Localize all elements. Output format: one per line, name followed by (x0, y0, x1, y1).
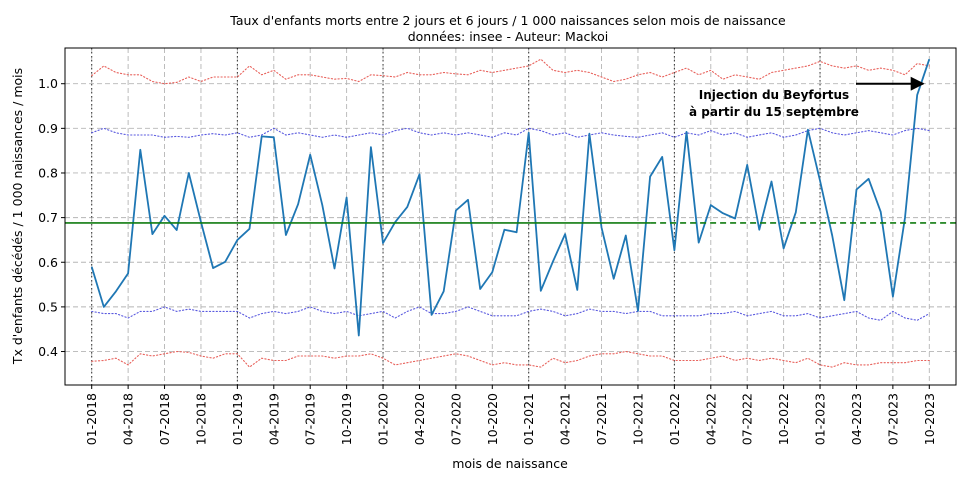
series-line (91, 350, 930, 368)
x-tick-label: 01-2019 (230, 393, 245, 445)
chart-title-line2: données: insee - Auteur: Mackoi (408, 29, 609, 44)
x-tick-label: 01-2023 (813, 393, 828, 445)
x-tick-label: 04-2018 (121, 393, 136, 445)
y-tick-label: 0.9 (38, 121, 58, 136)
x-tick-label: 01-2018 (84, 393, 99, 445)
x-tick-label: 10-2023 (922, 393, 937, 445)
x-tick-label: 07-2022 (740, 393, 755, 445)
series-group (90, 58, 931, 368)
x-tick-label: 04-2021 (558, 393, 573, 445)
chart-title-line1: Taux d'enfants morts entre 2 jours et 6 … (229, 13, 786, 28)
y-tick-label: 0.4 (38, 344, 58, 359)
x-tick-label: 07-2023 (885, 393, 900, 445)
x-tick-label: 10-2021 (630, 393, 645, 445)
y-tick-label: 0.5 (38, 299, 58, 314)
annotation-line2: à partir du 15 septembre (689, 105, 859, 119)
x-tick-label: 01-2022 (667, 393, 682, 445)
x-tick-label: 07-2020 (448, 393, 463, 445)
x-tick-label: 07-2021 (594, 393, 609, 445)
x-tick-label: 01-2021 (521, 393, 536, 445)
x-tick-label: 04-2022 (703, 393, 718, 445)
y-tick-label: 0.7 (38, 210, 58, 225)
y-tick-label: 0.8 (38, 165, 58, 180)
y-tick-label: 0.6 (38, 255, 58, 270)
x-tick-label: 07-2018 (157, 393, 172, 445)
x-tick-label: 04-2019 (266, 393, 281, 445)
x-axis-label: mois de naissance (452, 456, 568, 471)
x-tick-label: 04-2023 (849, 393, 864, 445)
x-tick-label: 10-2019 (339, 393, 354, 445)
y-axis-label: Tx d'enfants décédés / 1 000 naissances … (10, 68, 25, 365)
x-tick-label: 10-2022 (776, 393, 791, 445)
y-tick-label: 1.0 (38, 76, 58, 91)
plot-frame (64, 47, 957, 386)
year-separator-lines (91, 48, 821, 385)
x-tick-label: 10-2018 (193, 393, 208, 445)
x-tick-label: 10-2020 (485, 393, 500, 445)
series-line (91, 127, 930, 138)
series-line (91, 306, 930, 321)
x-tick-label: 07-2019 (303, 393, 318, 445)
y-axis-ticks: 0.4 0.5 0.6 0.7 0.8 0.9 1.0 (38, 76, 65, 359)
series-line (91, 58, 930, 85)
x-tick-label: 04-2020 (412, 393, 427, 445)
x-tick-label: 01-2020 (376, 393, 391, 445)
annotation-line1: Injection du Beyfortus (699, 88, 849, 102)
x-axis-ticks: 01-2018 04-2018 07-2018 10-2018 01-2019 04-20… (84, 385, 937, 445)
series-line (90, 58, 931, 337)
